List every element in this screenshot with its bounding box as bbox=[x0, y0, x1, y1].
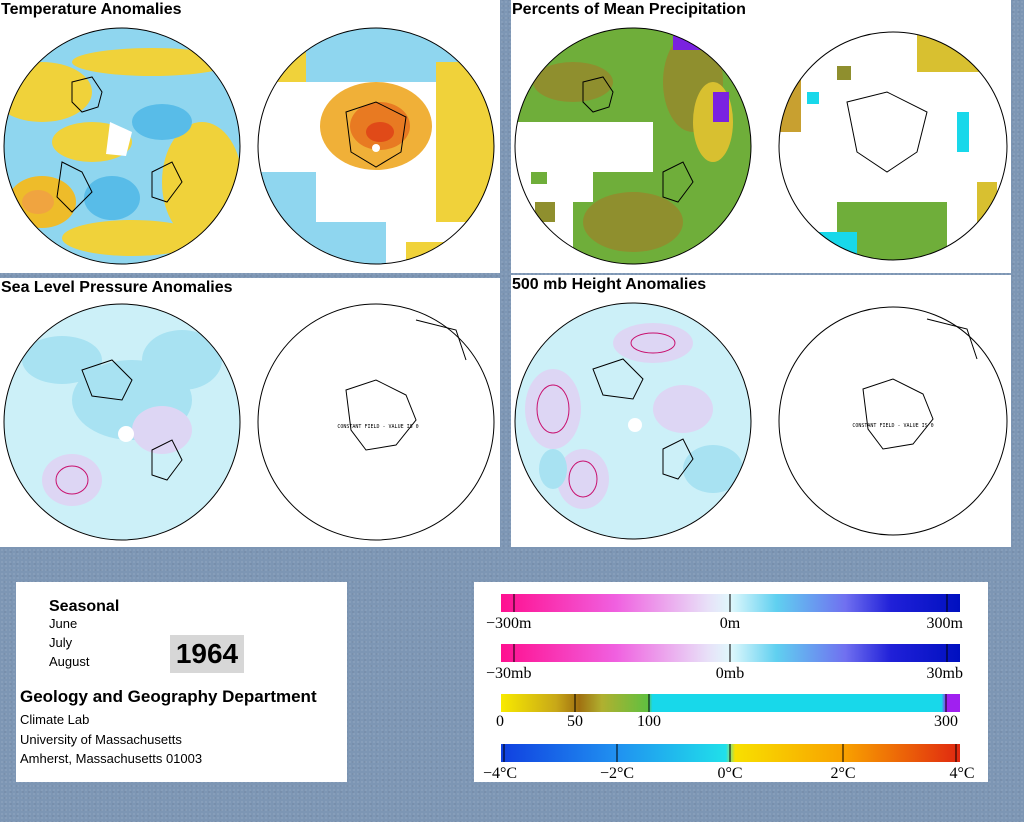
info-box: Seasonal June July August 1964 Geology a… bbox=[16, 582, 347, 782]
panel-title: Sea Level Pressure Anomalies bbox=[0, 278, 235, 298]
season-label: Seasonal bbox=[49, 598, 120, 615]
precipitation-color-bar bbox=[501, 694, 960, 712]
slp-north-globe bbox=[3, 303, 241, 541]
precip-label-300: 300 bbox=[934, 713, 958, 730]
university-name: University of Massachusetts bbox=[20, 732, 182, 747]
precipitation-north-globe bbox=[514, 27, 752, 265]
slp-south-globe: CONSTANT FIELD - VALUE IS 0 bbox=[257, 303, 495, 541]
month-label: August bbox=[49, 654, 90, 669]
height-north-globe bbox=[514, 302, 752, 540]
temp-label-2: 2°C bbox=[830, 765, 855, 782]
height-anomalies-panel: CONSTANT FIELD - VALUE IS 0 500 mb Heigh… bbox=[511, 275, 1011, 547]
height-south-globe: CONSTANT FIELD - VALUE IS 0 bbox=[778, 306, 1008, 536]
height-min-label: −300m bbox=[486, 615, 532, 632]
precip-label-50: 50 bbox=[567, 713, 583, 730]
precipitation-panel: Percents of Mean Precipitation bbox=[511, 0, 1011, 273]
sea-level-pressure-panel: CONSTANT FIELD - VALUE IS 0 Sea Level Pr… bbox=[0, 278, 500, 547]
month-label: July bbox=[49, 635, 73, 650]
temperature-anomalies-panel: Temperature Anomalies bbox=[0, 0, 500, 273]
month-label: June bbox=[49, 616, 78, 631]
temp-label-minus2: −2°C bbox=[600, 765, 634, 782]
precip-label-0: 0 bbox=[496, 713, 504, 730]
temp-label-0: 0°C bbox=[717, 765, 742, 782]
panel-title: 500 mb Height Anomalies bbox=[511, 275, 709, 295]
color-legend: −300m 0m 300m −30mb 0mb 30mb 0 50 100 30… bbox=[474, 582, 988, 782]
pressure-min-label: −30mb bbox=[486, 665, 531, 682]
pressure-mid-label: 0mb bbox=[716, 665, 744, 682]
pressure-max-label: 30mb bbox=[927, 665, 963, 682]
temp-label-minus4: −4°C bbox=[483, 765, 517, 782]
height-mid-label: 0m bbox=[720, 615, 741, 632]
slp-constant-field-label: CONSTANT FIELD - VALUE IS 0 bbox=[337, 424, 418, 430]
height-max-label: 300m bbox=[927, 615, 964, 632]
year-badge: 1964 bbox=[170, 635, 244, 673]
department-name: Geology and Geography Department bbox=[20, 687, 317, 706]
temperature-south-globe bbox=[257, 27, 495, 265]
panel-title: Temperature Anomalies bbox=[0, 0, 184, 20]
height-constant-field-label: CONSTANT FIELD - VALUE IS 0 bbox=[852, 423, 933, 429]
precip-label-100: 100 bbox=[637, 713, 661, 730]
address-line: Amherst, Massachusetts 01003 bbox=[20, 751, 203, 766]
precipitation-south-globe bbox=[778, 31, 1008, 261]
temp-label-4: 4°C bbox=[949, 765, 974, 782]
panel-title: Percents of Mean Precipitation bbox=[511, 0, 748, 20]
lab-name: Climate Lab bbox=[20, 712, 90, 727]
temperature-north-globe bbox=[3, 27, 241, 265]
